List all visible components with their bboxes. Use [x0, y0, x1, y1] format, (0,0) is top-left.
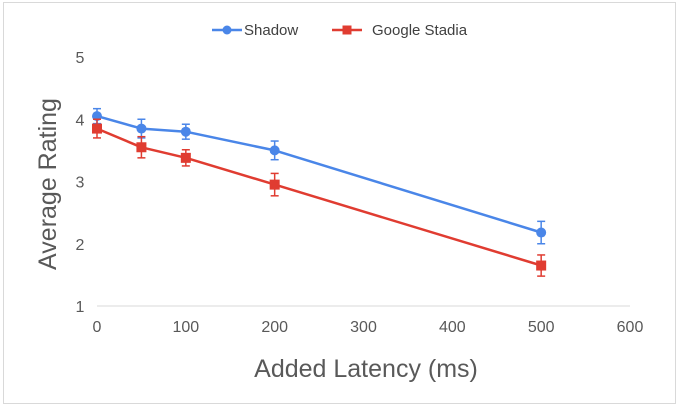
y-tick-label-1: 2 [76, 237, 85, 254]
x-tick-label-5: 500 [528, 319, 555, 336]
legend-marker-0 [222, 25, 232, 35]
y-tick-label-0: 1 [76, 299, 85, 316]
x-tick-label-6: 600 [617, 319, 644, 336]
data-point-0-2 [180, 126, 191, 137]
y-tick-label-3: 4 [76, 112, 85, 129]
x-tick-label-4: 400 [439, 319, 466, 336]
x-tick-label-2: 200 [261, 319, 288, 336]
legend: Shadow Google Stadia [212, 22, 468, 39]
data-point-0-3 [269, 145, 280, 156]
data-point-0-4 [536, 227, 547, 238]
data-point-1-0 [92, 123, 102, 134]
axes: 0 100 200 300 400 500 600 1 2 3 4 5 [76, 50, 644, 336]
data-point-0-1 [136, 123, 147, 134]
y-tick-label-4: 5 [76, 50, 85, 67]
y-tick-label-2: 3 [76, 175, 85, 192]
series-line-1 [96, 127, 542, 267]
x-axis-title: Added Latency (ms) [254, 355, 478, 383]
data-point-1-2 [180, 152, 191, 163]
y-axis-title: Average Rating [34, 98, 62, 270]
x-tick-label-3: 300 [350, 319, 377, 336]
legend-label-0: Shadow [244, 22, 298, 39]
legend-marker-1 [342, 25, 352, 35]
legend-label-1: Google Stadia [372, 22, 468, 39]
data-point-1-3 [269, 179, 280, 190]
data-point-1-1 [136, 142, 147, 153]
series-line-0 [96, 114, 542, 234]
data-point-1-4 [536, 260, 547, 271]
x-tick-label-0: 0 [93, 319, 102, 336]
x-tick-label-1: 100 [172, 319, 199, 336]
series-layer [92, 107, 547, 277]
